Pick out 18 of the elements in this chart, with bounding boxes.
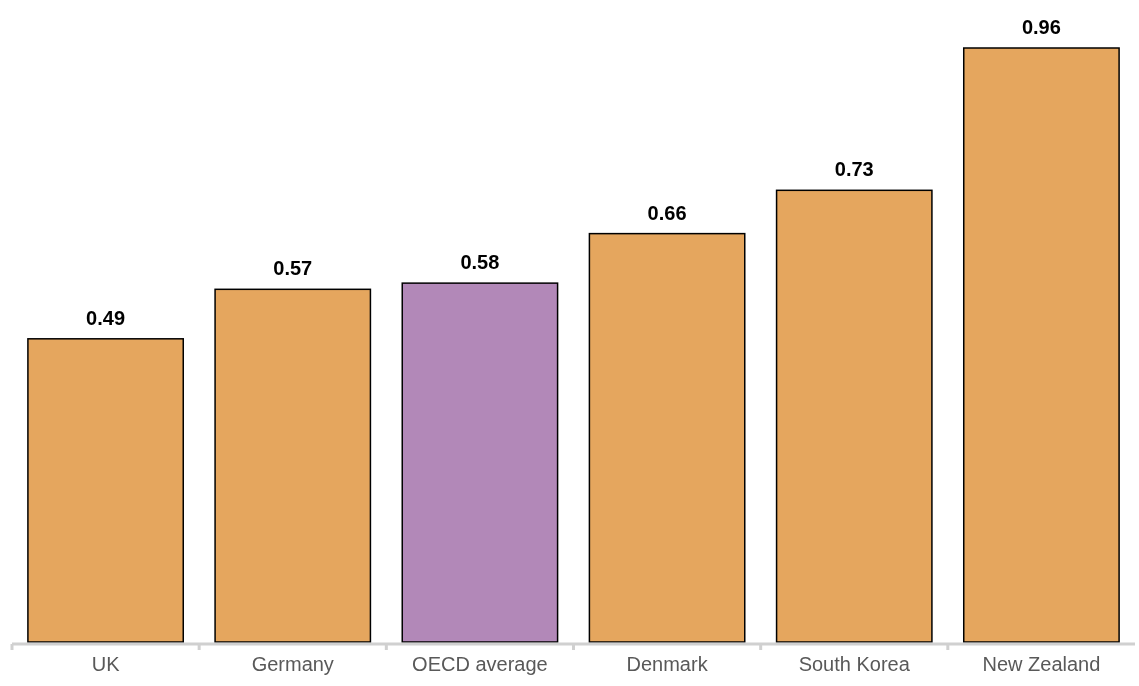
x-tick-label: Denmark bbox=[626, 653, 709, 675]
data-label: 0.58 bbox=[460, 251, 500, 274]
data-label: 0.96 bbox=[1021, 16, 1061, 38]
x-tick-label: New Zealand bbox=[982, 653, 1101, 675]
bar bbox=[588, 232, 746, 643]
x-tick-label: South Korea bbox=[798, 653, 911, 675]
x-tick-label: OECD average bbox=[412, 653, 548, 675]
data-label: 0.66 bbox=[647, 201, 687, 224]
bar bbox=[962, 47, 1120, 643]
x-tick-label: UK bbox=[91, 653, 121, 675]
bar bbox=[401, 282, 559, 643]
data-label: 0.73 bbox=[834, 158, 874, 181]
bar bbox=[27, 338, 185, 643]
data-label: 0.49 bbox=[86, 306, 126, 329]
data-label: 0.57 bbox=[273, 257, 313, 280]
bar bbox=[214, 288, 372, 643]
x-tick-label: Germany bbox=[251, 653, 334, 675]
bar bbox=[775, 189, 933, 643]
